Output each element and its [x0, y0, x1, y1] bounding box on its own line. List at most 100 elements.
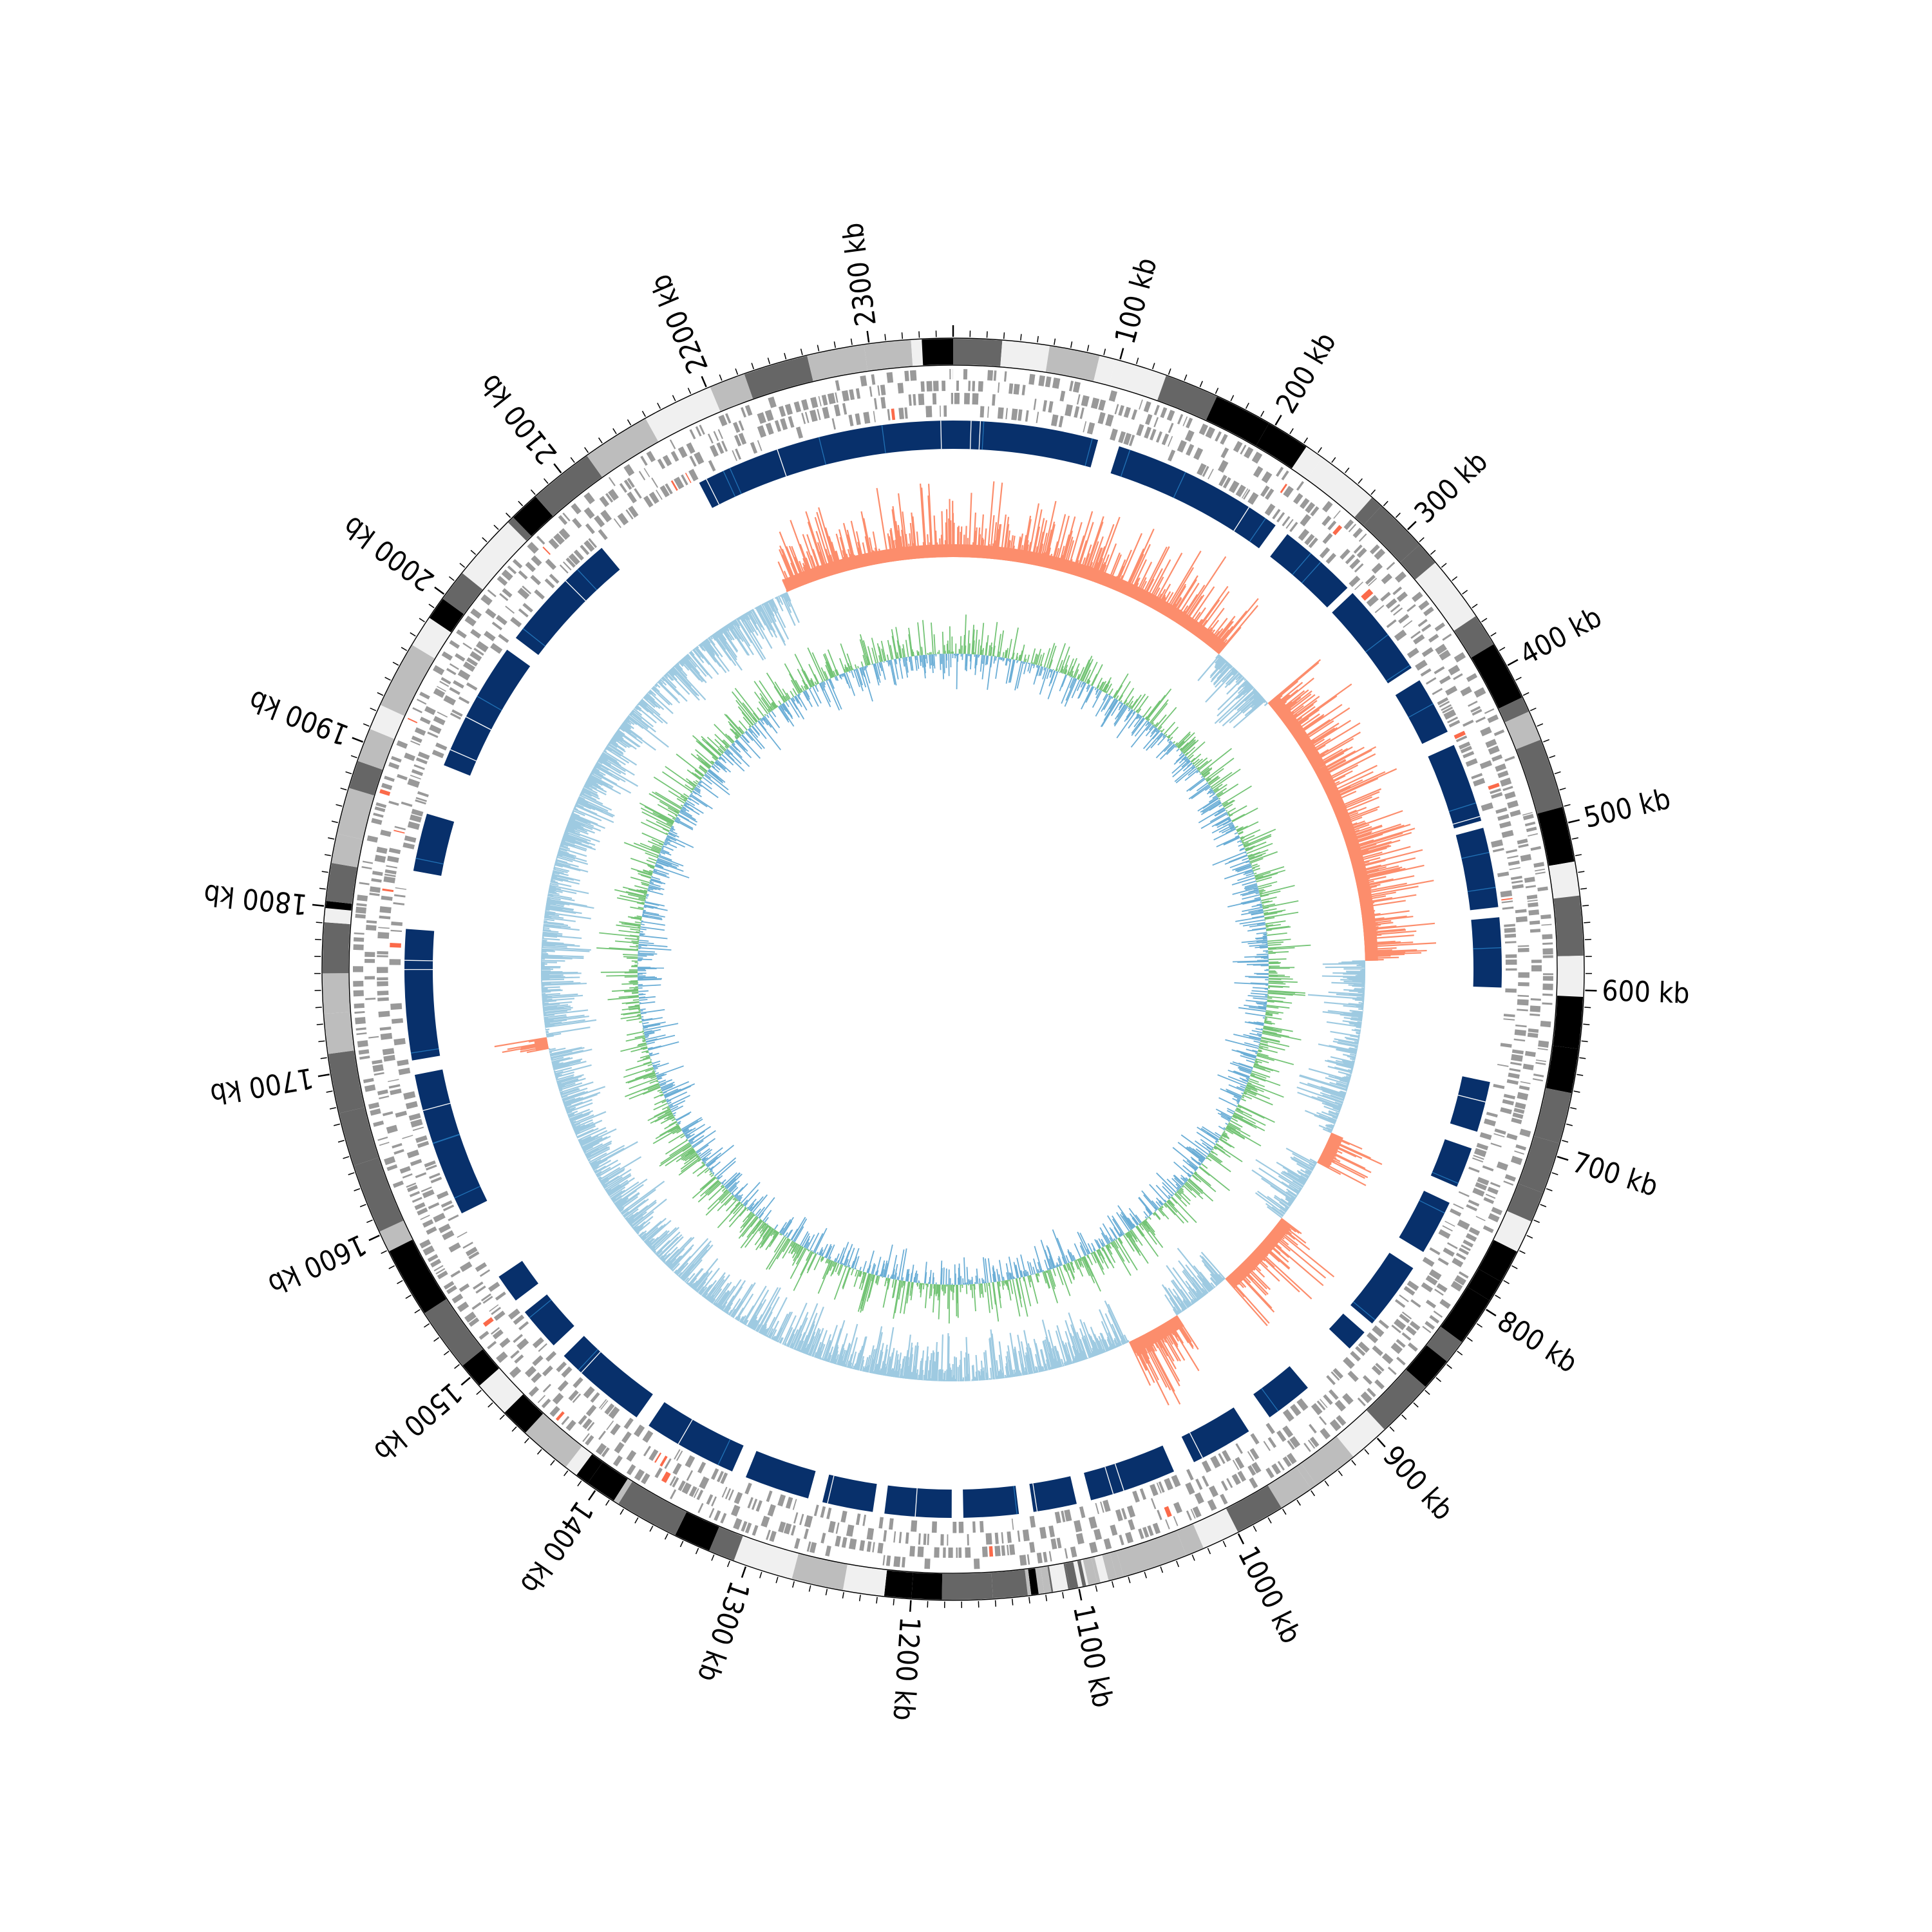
- gene: [859, 1540, 866, 1551]
- gene: [1249, 1448, 1260, 1460]
- minor-tick: [1499, 647, 1506, 651]
- histogram-bar: [601, 1169, 625, 1185]
- histogram-bar: [834, 1358, 837, 1365]
- histogram-bar: [1137, 708, 1142, 714]
- minor-tick: [337, 1140, 345, 1143]
- gene: [1039, 1526, 1047, 1539]
- histogram-bar: [640, 699, 649, 706]
- gene: [598, 1430, 606, 1441]
- histogram-bar: [590, 1159, 601, 1166]
- histogram-bar: [1082, 659, 1094, 682]
- gene: [1434, 1289, 1444, 1296]
- gene: [1463, 751, 1475, 759]
- histogram-bar: [652, 1227, 680, 1253]
- histogram-bar: [561, 840, 587, 850]
- gene: [1499, 821, 1511, 829]
- histogram-bar: [1190, 757, 1196, 762]
- gene: [391, 1018, 404, 1024]
- gene: [1119, 1534, 1124, 1546]
- histogram-bar: [1126, 696, 1134, 706]
- block-gap: [422, 1103, 451, 1112]
- gene: [430, 1258, 442, 1268]
- histogram-bar: [710, 636, 714, 640]
- histogram-bar: [651, 687, 670, 706]
- histogram-bar: [634, 706, 638, 710]
- histogram-bar: [647, 692, 649, 694]
- block-gap: [723, 471, 736, 497]
- histogram-bar: [1107, 1303, 1127, 1344]
- histogram-bar: [933, 1361, 936, 1381]
- histogram-bar: [549, 886, 562, 891]
- histogram-bar: [687, 654, 707, 677]
- histogram-bar: [1104, 685, 1110, 693]
- gene: [1425, 1300, 1437, 1309]
- histogram-bar: [907, 1342, 913, 1379]
- histogram-bar: [656, 1249, 663, 1256]
- gene: [1296, 1398, 1309, 1411]
- minor-tick: [1577, 1074, 1584, 1076]
- ideogram-band: [1083, 1558, 1097, 1586]
- gene: [1482, 1225, 1494, 1233]
- histogram-bar: [755, 607, 766, 626]
- ideogram-band: [1110, 1551, 1124, 1578]
- histogram-bar: [549, 887, 556, 891]
- histogram-bar: [1161, 1284, 1182, 1313]
- gene: [379, 1095, 390, 1099]
- block-gap: [1261, 1388, 1279, 1412]
- minor-tick: [1245, 402, 1249, 409]
- histogram-bar: [986, 655, 989, 665]
- gene: [1296, 480, 1305, 491]
- histogram-bar: [1290, 1156, 1314, 1171]
- gene: [388, 1084, 401, 1089]
- minor-tick: [1037, 336, 1039, 343]
- gene: [562, 561, 572, 571]
- histogram-bar: [684, 1277, 690, 1283]
- histogram-bar: [793, 1317, 808, 1350]
- histogram-bar: [556, 1074, 574, 1081]
- histogram-bar: [561, 1095, 568, 1099]
- gene: [926, 381, 933, 392]
- histogram-bar: [1115, 1345, 1117, 1348]
- histogram-bar: [1234, 689, 1257, 710]
- gene: [943, 1547, 946, 1558]
- gene: [1454, 1275, 1466, 1286]
- histogram-bar: [560, 1081, 594, 1094]
- histogram-bar: [1036, 665, 1041, 676]
- syntenic-block: [953, 421, 1099, 468]
- histogram-bar: [685, 654, 697, 668]
- histogram-bar: [824, 1341, 832, 1361]
- histogram-bar: [719, 629, 724, 634]
- histogram-bar: [743, 613, 749, 621]
- histogram-bar: [784, 1343, 787, 1346]
- histogram-bar: [661, 1253, 671, 1262]
- gene: [608, 1406, 620, 1419]
- histogram-bar: [542, 994, 583, 999]
- gene: [784, 403, 793, 415]
- histogram-bar: [541, 955, 563, 958]
- minor-tick: [1289, 428, 1294, 435]
- gene: [1501, 900, 1513, 904]
- histogram-bar: [1145, 700, 1161, 720]
- histogram-bar: [1202, 1282, 1210, 1293]
- gene: [713, 431, 719, 441]
- histogram-bar: [1167, 726, 1179, 739]
- histogram-bar: [849, 1362, 853, 1368]
- histogram-bar: [559, 847, 587, 857]
- gene: [410, 775, 421, 780]
- histogram-bar: [552, 871, 569, 876]
- gene: [1518, 843, 1529, 848]
- histogram-bar: [772, 598, 779, 611]
- histogram-bar: [1076, 674, 1080, 679]
- histogram-bar: [896, 1352, 902, 1378]
- histogram-bar: [822, 1358, 824, 1361]
- histogram-bar: [1196, 1298, 1199, 1302]
- gene: [866, 1541, 872, 1552]
- gene: [1334, 1399, 1347, 1412]
- histogram-bar: [621, 723, 643, 740]
- histogram-bar: [545, 911, 556, 914]
- histogram-bar: [1233, 699, 1266, 728]
- gene-track-reverse: [376, 393, 1530, 1546]
- gene: [1332, 525, 1343, 536]
- histogram-bar: [624, 719, 632, 725]
- histogram-bar: [1279, 1201, 1289, 1209]
